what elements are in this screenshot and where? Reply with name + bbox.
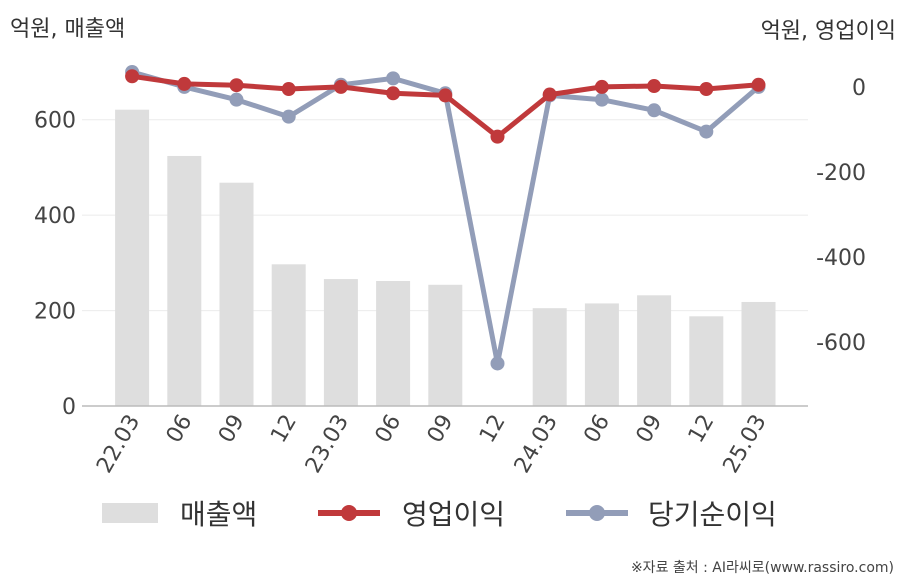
x-tick-label: 06 [162, 411, 198, 448]
right-tick-label: -200 [816, 161, 866, 186]
x-tick-label: 06 [371, 411, 407, 448]
left-axis-unit-label: 억원, 매출액 [10, 17, 125, 42]
left-tick-label: 0 [62, 395, 76, 420]
point-net-income [281, 109, 296, 124]
point-net-income [229, 92, 244, 107]
x-tick-label: 12 [684, 411, 720, 448]
x-tick-label: 09 [632, 411, 668, 448]
point-operating-profit [438, 88, 453, 103]
x-tick-label: 12 [266, 411, 302, 448]
left-tick-label: 400 [34, 204, 76, 229]
legend-swatch-net-marker [589, 505, 605, 521]
legend: 매출액 영업이익 당기순이익 [102, 498, 777, 531]
point-net-income [490, 356, 505, 371]
legend-label-operating: 영업이익 [402, 498, 505, 531]
x-tick-label: 06 [579, 411, 615, 448]
x-tick-label: 23.03 [301, 411, 354, 478]
legend-swatch-revenue [102, 503, 158, 523]
x-tick-label: 25.03 [719, 411, 772, 478]
point-operating-profit [751, 77, 766, 92]
x-tick-label: 09 [423, 411, 459, 448]
point-operating-profit [281, 82, 296, 97]
bar-revenue [167, 155, 202, 406]
point-net-income [699, 124, 714, 139]
legend-label-revenue: 매출액 [180, 498, 257, 531]
bar-revenue [741, 301, 776, 406]
line-operating-profit [131, 73, 759, 140]
point-operating-profit [386, 86, 401, 101]
bar-revenue [428, 284, 463, 406]
right-tick-label: -400 [816, 246, 866, 271]
point-net-income [386, 71, 401, 86]
right-axis-ticks: 0 -200 -400 -600 [816, 76, 866, 356]
point-operating-profit [699, 82, 714, 97]
point-operating-profit [125, 69, 140, 84]
point-operating-profit [333, 79, 348, 94]
left-axis-ticks: 0 200 400 600 [34, 109, 76, 420]
point-operating-profit [229, 78, 244, 93]
x-axis-ticks: 22.03 06 09 12 23.03 06 09 12 24.03 06 09 12 25.03 [92, 411, 772, 478]
bar-revenue [376, 280, 411, 406]
left-tick-label: 600 [34, 109, 76, 134]
point-net-income [594, 92, 609, 107]
point-operating-profit [647, 79, 662, 94]
bar-revenue [532, 308, 567, 406]
left-tick-label: 200 [34, 300, 76, 325]
x-tick-label: 24.03 [510, 411, 563, 478]
legend-label-net: 당기순이익 [648, 498, 777, 531]
bar-revenue [271, 264, 306, 406]
point-operating-profit [490, 129, 505, 144]
lines-layer [125, 65, 766, 371]
right-tick-label: -600 [816, 331, 866, 356]
legend-swatch-operating-marker [341, 505, 357, 521]
point-operating-profit [542, 87, 557, 102]
bar-revenue [219, 182, 254, 406]
x-tick-label: 09 [214, 411, 250, 448]
x-tick-label: 12 [475, 411, 511, 448]
bar-revenue [115, 109, 150, 407]
x-tick-label: 22.03 [92, 411, 145, 478]
point-operating-profit [594, 79, 609, 94]
right-tick-label: 0 [852, 76, 866, 101]
source-credit: ※자료 출처 : AI라씨로(www.rassiro.com) [631, 560, 894, 576]
bar-revenue [584, 303, 619, 406]
point-operating-profit [177, 76, 192, 91]
bar-revenue [323, 279, 358, 406]
bars-layer [115, 109, 776, 407]
right-axis-unit-label: 억원, 영업이익 [761, 19, 896, 44]
point-net-income [647, 103, 662, 118]
bar-revenue [637, 295, 672, 406]
bar-revenue [689, 316, 724, 406]
